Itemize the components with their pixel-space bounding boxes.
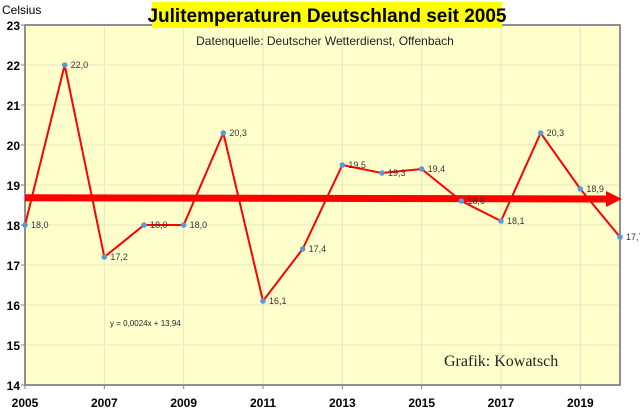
data-label: 22,0 bbox=[71, 60, 89, 70]
y-tick-label: 20 bbox=[7, 139, 21, 153]
x-tick-label: 2013 bbox=[329, 396, 356, 410]
data-label: 17,4 bbox=[309, 244, 327, 254]
data-point bbox=[498, 218, 504, 224]
title-background bbox=[152, 2, 502, 28]
data-point bbox=[61, 62, 68, 68]
data-label: 17,7 bbox=[626, 232, 640, 242]
data-label: 19,4 bbox=[428, 164, 446, 174]
data-point bbox=[458, 198, 465, 204]
data-label: 18,0 bbox=[190, 220, 208, 230]
data-label: 20,3 bbox=[547, 128, 565, 138]
data-point bbox=[577, 186, 584, 192]
data-point bbox=[101, 254, 108, 260]
y-tick-label: 14 bbox=[7, 379, 21, 393]
data-label: 18,0 bbox=[150, 220, 168, 230]
data-point bbox=[180, 222, 187, 228]
y-tick-label: 19 bbox=[7, 179, 21, 193]
x-tick-label: 2011 bbox=[250, 396, 276, 410]
data-point bbox=[22, 222, 28, 228]
chart-title: Julitemperaturen Deutschland seit 2005 bbox=[147, 6, 506, 27]
y-axis-label: Celsius bbox=[2, 3, 41, 17]
x-tick-label: 2007 bbox=[91, 396, 118, 410]
data-label: 16,1 bbox=[269, 296, 287, 306]
y-tick-label: 22 bbox=[7, 59, 21, 73]
y-tick-label: 18 bbox=[7, 219, 21, 233]
data-point bbox=[379, 170, 385, 176]
data-label: 18,1 bbox=[507, 216, 525, 226]
data-label: 19,5 bbox=[348, 160, 366, 170]
data-point bbox=[141, 222, 147, 228]
data-label: 18,9 bbox=[586, 184, 604, 194]
y-tick-label: 23 bbox=[7, 19, 21, 33]
series-line bbox=[24, 64, 621, 304]
data-point bbox=[617, 234, 623, 240]
data-label: 20,3 bbox=[229, 128, 247, 138]
x-tick-label: 2019 bbox=[567, 396, 594, 410]
data-point bbox=[220, 130, 227, 136]
x-tick-label: 2017 bbox=[488, 396, 515, 410]
trend-arrow-line bbox=[24, 194, 609, 203]
x-tick-label: 2015 bbox=[408, 396, 435, 410]
y-tick-label: 21 bbox=[7, 99, 21, 113]
chart-subtitle: Datenquelle: Deutscher Wetterdienst, Off… bbox=[196, 34, 454, 48]
data-label: 19,3 bbox=[388, 168, 406, 178]
data-label: 17,2 bbox=[110, 252, 128, 262]
data-point bbox=[339, 162, 346, 168]
trend-arrow-head bbox=[606, 191, 622, 207]
x-tick-label: 2009 bbox=[170, 396, 197, 410]
y-tick-label: 17 bbox=[7, 259, 21, 273]
data-point bbox=[537, 130, 544, 136]
y-tick-label: 16 bbox=[7, 299, 21, 313]
data-point bbox=[299, 246, 306, 252]
x-tick-label: 2005 bbox=[12, 396, 39, 410]
y-tick-label: 15 bbox=[7, 339, 21, 353]
data-label: 18,6 bbox=[467, 196, 485, 206]
data-point bbox=[260, 298, 266, 304]
credit: Grafik: Kowatsch bbox=[444, 353, 558, 370]
data-point bbox=[418, 166, 425, 172]
data-label: 18,0 bbox=[31, 220, 49, 230]
trend-equation: y = 0,0024x + 13,94 bbox=[110, 319, 181, 328]
